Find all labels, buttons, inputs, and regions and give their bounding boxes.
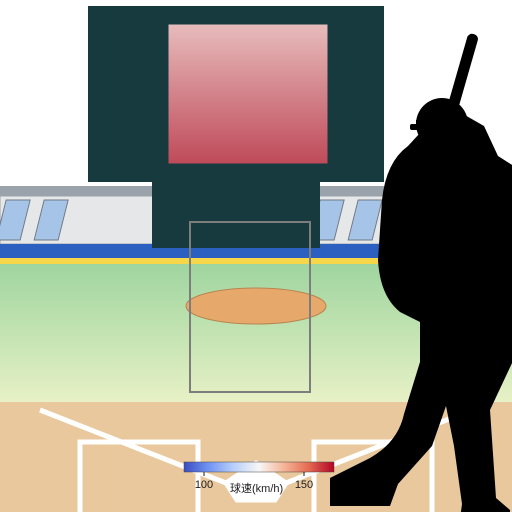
svg-text:100: 100 — [195, 479, 213, 491]
svg-text:150: 150 — [295, 479, 313, 491]
scoreboard-screen — [168, 24, 328, 164]
speed-colorbar — [184, 462, 334, 472]
scoreboard-column — [152, 182, 320, 248]
pitchers-mound — [186, 288, 326, 324]
speed-colorbar-label: 球速(km/h) — [230, 481, 283, 495]
pitch-location-diagram: 100 150 球速(km/h) — [0, 0, 512, 512]
